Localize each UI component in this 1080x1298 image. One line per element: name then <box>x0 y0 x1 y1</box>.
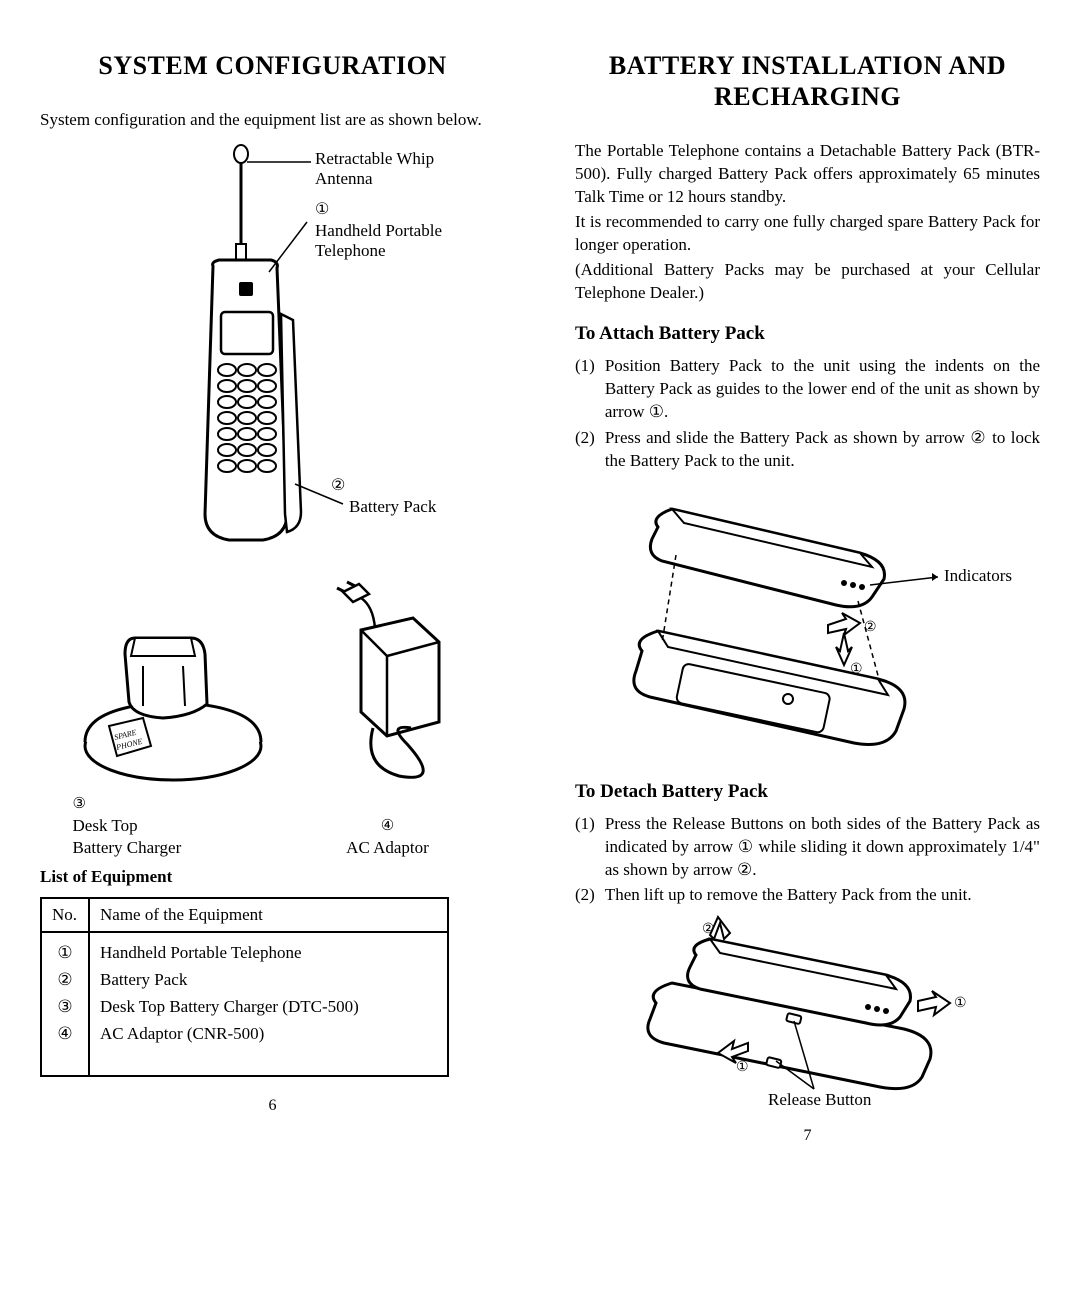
right-column: BATTERY INSTALLATION AND RECHARGING The … <box>575 50 1040 1145</box>
step-number: (2) <box>575 427 595 473</box>
svg-text:①: ① <box>736 1060 749 1075</box>
step-number: (1) <box>575 355 595 424</box>
detach-svg: ① ① ② Release Button <box>618 911 998 1111</box>
svg-text:Handheld Portable: Handheld Portable <box>315 221 442 240</box>
list-item: (1) Press the Release Buttons on both si… <box>575 813 1040 882</box>
detach-steps: (1) Press the Release Buttons on both si… <box>575 813 1040 908</box>
charger-label-2: Battery Charger <box>73 838 182 857</box>
left-intro: System configuration and the equipment l… <box>40 109 505 132</box>
svg-text:②: ② <box>331 477 345 494</box>
antenna-label: Retractable Whip <box>315 149 434 168</box>
list-item: (2) Press and slide the Battery Pack as … <box>575 427 1040 473</box>
page-spread: SYSTEM CONFIGURATION System configuratio… <box>40 50 1040 1145</box>
charger-label-1: Desk Top <box>73 816 138 835</box>
list-item: (1) Position Battery Pack to the unit us… <box>575 355 1040 424</box>
step-text: Then lift up to remove the Battery Pack … <box>605 884 1040 907</box>
charger-num-icon: ③ <box>73 795 86 815</box>
adaptor-num-icon: ④ <box>381 817 394 837</box>
svg-text:Antenna: Antenna <box>315 169 373 188</box>
step-text: Press the Release Buttons on both sides … <box>605 813 1040 882</box>
svg-text:Battery Pack: Battery Pack <box>349 497 437 516</box>
svg-text:Telephone: Telephone <box>315 241 386 260</box>
adaptor-label: ④ AC Adaptor <box>303 814 473 859</box>
list-of-equipment-title: List of Equipment <box>40 867 505 887</box>
svg-text:①: ① <box>315 201 329 218</box>
detach-heading: To Detach Battery Pack <box>575 781 1040 803</box>
table-cell-names: Handheld Portable Telephone Battery Pack… <box>89 932 448 1077</box>
charger-label: ③ Desk Top Battery Charger <box>73 792 273 859</box>
table-cell-nums: ① ② ③ ④ <box>41 932 89 1077</box>
svg-text:②: ② <box>702 922 715 937</box>
right-para-1: The Portable Telephone contains a Detach… <box>575 140 1040 209</box>
adaptor-label-text: AC Adaptor <box>346 838 429 857</box>
svg-text:②: ② <box>864 620 877 635</box>
adaptor-svg <box>303 578 473 808</box>
charger-adaptor-figures: SPARE PHONE ③ Desk Top Battery Charger <box>40 578 505 859</box>
equipment-table: No. Name of the Equipment ① ② ③ ④ Handhe… <box>40 897 449 1078</box>
left-title: SYSTEM CONFIGURATION <box>40 50 505 81</box>
table-header-no: No. <box>41 898 89 932</box>
detach-figure: ① ① ② Release Button <box>575 911 1040 1111</box>
charger-svg: SPARE PHONE <box>73 606 273 786</box>
right-para-2: It is recommended to carry one fully cha… <box>575 211 1040 257</box>
step-number: (2) <box>575 884 595 907</box>
release-button-label: Release Button <box>768 1090 872 1109</box>
attach-figure: ① ② Indicators <box>575 483 1040 763</box>
right-para-3: (Additional Battery Packs may be purchas… <box>575 259 1040 305</box>
right-title: BATTERY INSTALLATION AND RECHARGING <box>575 50 1040 112</box>
attach-heading: To Attach Battery Pack <box>575 323 1040 345</box>
list-item: (2) Then lift up to remove the Battery P… <box>575 884 1040 907</box>
step-number: (1) <box>575 813 595 882</box>
indicators-label: Indicators <box>944 566 1012 585</box>
step-text: Press and slide the Battery Pack as show… <box>605 427 1040 473</box>
table-row: ① ② ③ ④ Handheld Portable Telephone Batt… <box>41 932 448 1077</box>
left-page-number: 6 <box>40 1097 505 1115</box>
svg-text:①: ① <box>954 996 967 1011</box>
charger-block: SPARE PHONE ③ Desk Top Battery Charger <box>73 606 273 859</box>
attach-svg: ① ② Indicators <box>588 483 1028 763</box>
svg-text:①: ① <box>850 662 863 677</box>
step-text: Position Battery Pack to the unit using … <box>605 355 1040 424</box>
phone-svg: Retractable Whip Antenna ① Handheld Port… <box>63 144 483 554</box>
phone-figure: Retractable Whip Antenna ① Handheld Port… <box>40 144 505 554</box>
attach-steps: (1) Position Battery Pack to the unit us… <box>575 355 1040 473</box>
right-page-number: 7 <box>575 1127 1040 1145</box>
left-column: SYSTEM CONFIGURATION System configuratio… <box>40 50 505 1145</box>
table-header-name: Name of the Equipment <box>89 898 448 932</box>
adaptor-block: ④ AC Adaptor <box>303 578 473 859</box>
